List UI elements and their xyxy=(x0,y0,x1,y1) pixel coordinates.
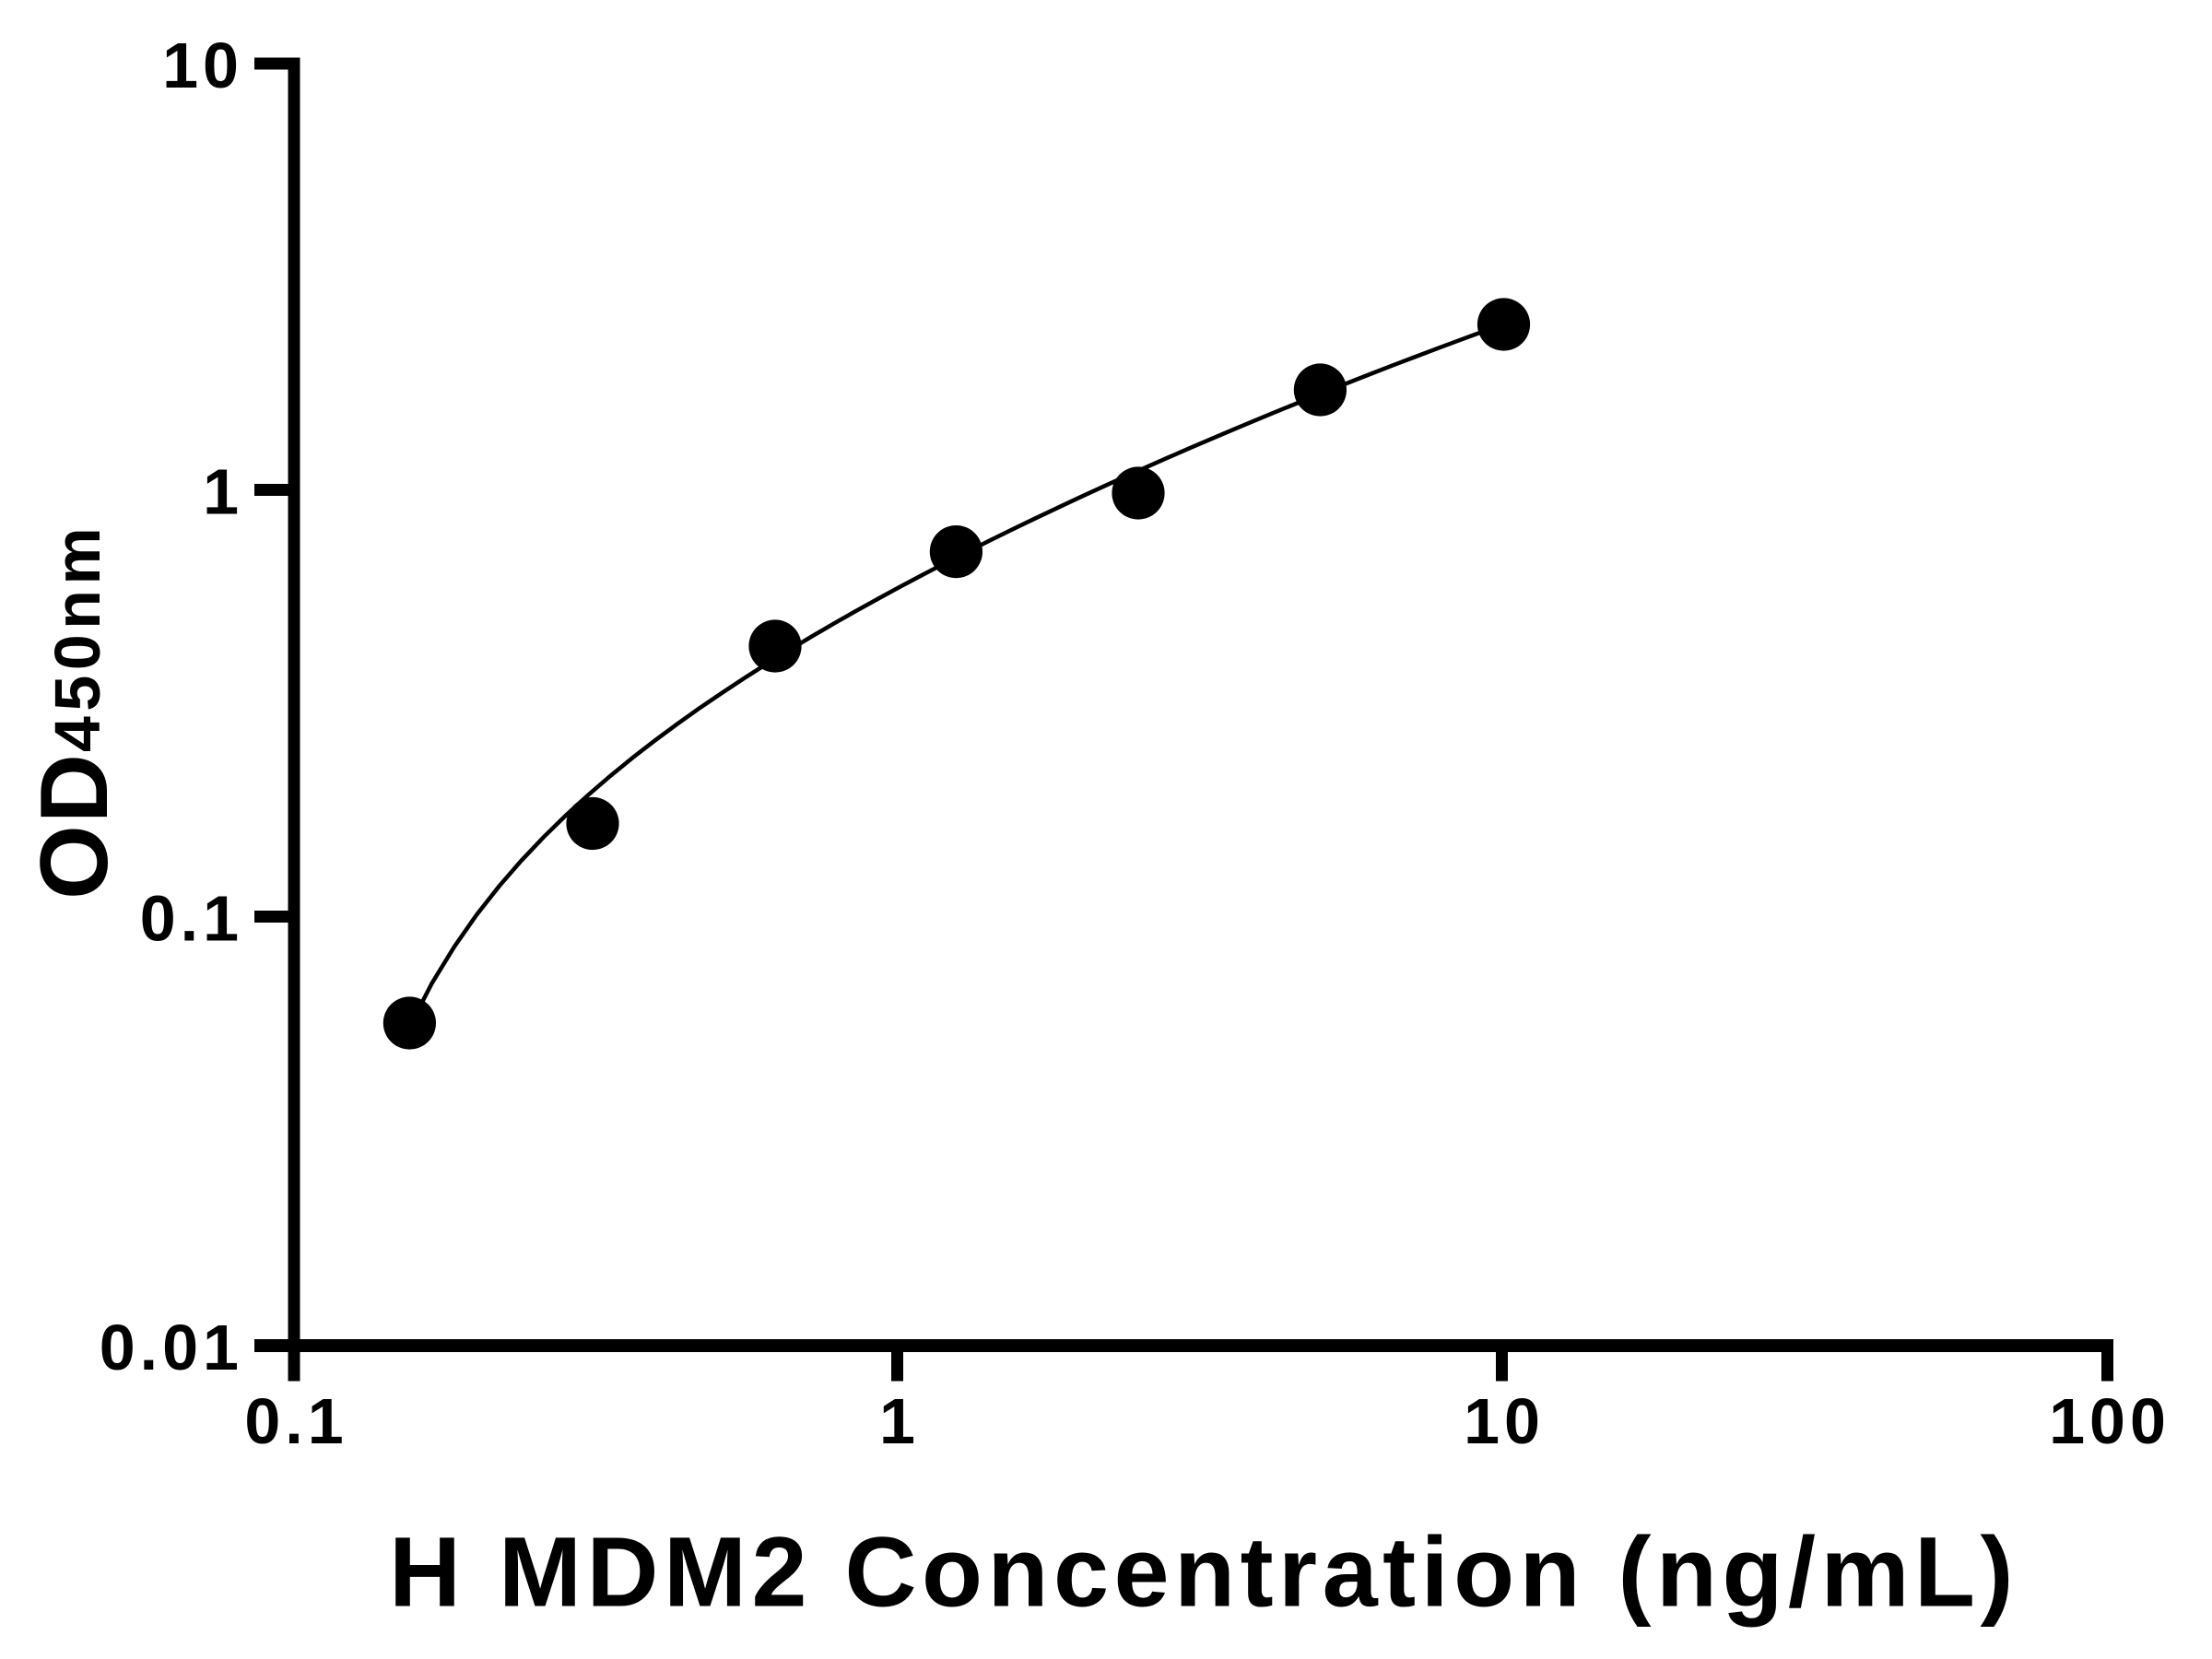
svg-text:10: 10 xyxy=(162,29,243,101)
svg-text:0.1: 0.1 xyxy=(244,1385,347,1457)
svg-text:0.01: 0.01 xyxy=(100,1312,243,1383)
svg-text:0.1: 0.1 xyxy=(140,882,243,954)
svg-text:100: 100 xyxy=(2049,1385,2171,1457)
svg-text:1: 1 xyxy=(879,1385,920,1457)
svg-text:H MDM2 Concentration (ng/mL): H MDM2 Concentration (ng/mL) xyxy=(389,1516,2018,1628)
svg-text:1: 1 xyxy=(203,455,243,527)
svg-text:10: 10 xyxy=(1464,1385,1545,1457)
